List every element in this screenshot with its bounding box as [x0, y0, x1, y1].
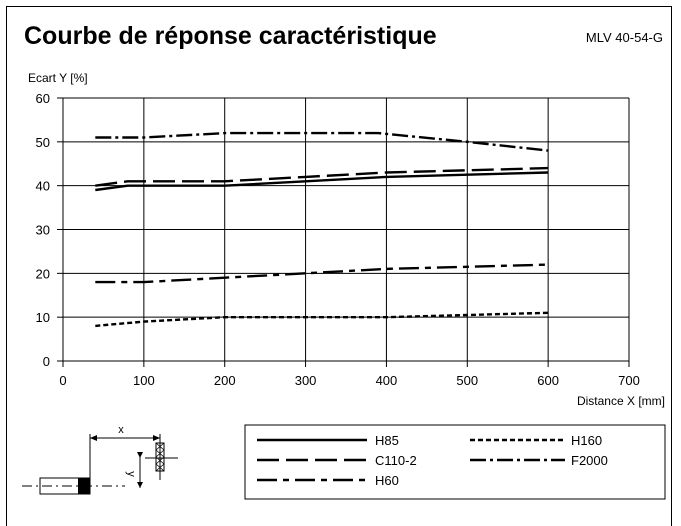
y-tick-label: 20: [36, 266, 50, 281]
figure-frame: [6, 6, 672, 526]
legend-label-f2000: F2000: [571, 453, 608, 468]
x-tick-label: 500: [456, 373, 478, 388]
dimension-arrows-x: [90, 435, 160, 441]
dimension-y-label: y: [125, 471, 137, 477]
x-tick-label: 300: [295, 373, 317, 388]
series-line-h160: [95, 311, 549, 328]
y-tick-label: 0: [43, 354, 50, 369]
series-line-c110-2: [95, 166, 549, 187]
x-tick-label: 700: [618, 373, 640, 388]
series-line-f2000: [95, 131, 549, 152]
legend-label-h60: H60: [375, 473, 399, 488]
series-line-h60: [95, 263, 549, 284]
y-tick-label: 60: [36, 91, 50, 106]
y-tick-label: 30: [36, 223, 50, 238]
x-tick-label: 100: [133, 373, 155, 388]
legend: H85 C110-2 H60 H160 F2000: [257, 433, 608, 488]
reflector-hatch: [155, 442, 165, 472]
chart-title: Courbe de réponse caractéristique: [24, 22, 437, 50]
y-axis-label: Ecart Y [%]: [28, 71, 88, 85]
legend-label-h160: H160: [571, 433, 602, 448]
dimension-x-label: x: [118, 424, 124, 436]
tick-labels: 0 100 200 300 400 500 600 700 0 10 20 30 40 50 60: [36, 91, 640, 388]
x-axis-label: Distance X [mm]: [577, 394, 665, 408]
chart-canvas: 0 100 200 300 400 500 600 700 0 10 20 30 40 50 60 Ecar…: [22, 71, 666, 500]
x-tick-label: 200: [214, 373, 236, 388]
series-group: [95, 131, 549, 328]
x-tick-label: 400: [376, 373, 398, 388]
sensor-schematic: x y: [22, 424, 178, 495]
legend-label-h85: H85: [375, 433, 399, 448]
x-tick-label: 600: [537, 373, 559, 388]
legend-box: [244, 424, 666, 500]
series-line-h85: [95, 171, 549, 192]
legend-label-c110-2: C110-2: [375, 453, 417, 468]
y-tick-label: 10: [36, 310, 50, 325]
y-tick-label: 40: [36, 179, 50, 194]
y-tick-label: 50: [36, 135, 50, 150]
model-label: MLV 40-54-G: [585, 30, 663, 45]
x-tick-label: 0: [59, 373, 66, 388]
